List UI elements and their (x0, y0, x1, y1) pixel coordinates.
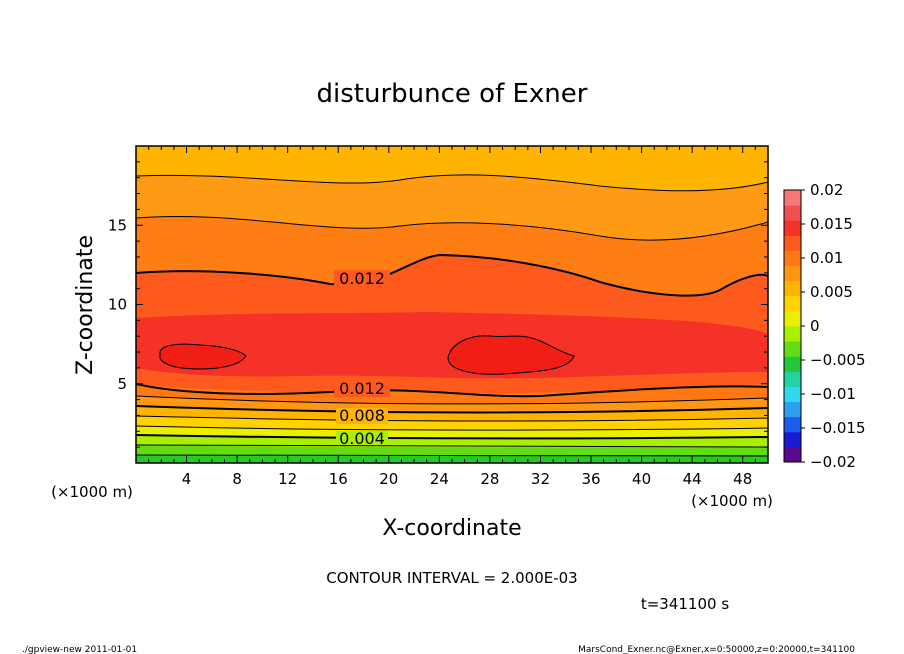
contour-label-bg (334, 380, 390, 397)
contour-label: 0.012 (339, 269, 385, 288)
maximum-left (159, 343, 247, 370)
colorbar-swatch (784, 446, 801, 463)
maximum-right (447, 335, 575, 375)
y-axis: 5 10 15 (108, 145, 768, 464)
colorbar: 0.02 0.015 0.01 0.005 0 −0.005 −0.01 −0.015 −0.0… (783, 181, 866, 471)
y-tick-label: 10 (108, 296, 127, 314)
colorbar-tick-label: −0.015 (810, 419, 866, 437)
colorbar-tick-label: −0.02 (810, 453, 856, 471)
y-tick-label: 15 (108, 216, 127, 234)
x-tick-label: 44 (683, 470, 702, 488)
contour-thin-4 (136, 415, 768, 422)
x-unit-right: (×1000 m) (691, 492, 773, 510)
colorbar-tick-label: 0 (810, 317, 820, 335)
colorbar-tick-label: 0.02 (810, 181, 843, 199)
contour-interval: CONTOUR INTERVAL = 2.000E-03 (326, 569, 577, 587)
contour-label: 0.012 (339, 379, 385, 398)
x-tick-label: 36 (581, 470, 600, 488)
contour-thin-3 (136, 395, 768, 405)
footer-left: ./gpview-new 2011-01-01 (22, 645, 137, 654)
x-tick-label: 12 (278, 470, 297, 488)
band-0p014 (136, 312, 768, 379)
colorbar-swatch (784, 341, 801, 357)
contour-label: 0.008 (339, 406, 385, 425)
colorbar-swatch (784, 386, 801, 403)
contour-0p004 (136, 434, 768, 440)
colorbar-swatch (784, 356, 801, 372)
colorbar-swatch (784, 326, 801, 342)
x-tick-label: 32 (531, 470, 550, 488)
contour-label-bg (336, 408, 388, 424)
colorbar-tick-label: 0.005 (810, 283, 853, 301)
colorbar-swatch (784, 371, 801, 387)
x-tick-label: 48 (733, 470, 752, 488)
colorbar-swatch (784, 431, 801, 448)
x-tick-label: 28 (480, 470, 499, 488)
colorbar-tick-label: −0.005 (810, 351, 866, 369)
y-axis-label: Z-coordinate (73, 235, 98, 375)
y-tick-label: 5 (117, 375, 127, 393)
colorbar-tick-label: 0.015 (810, 215, 853, 233)
time-label: t=341100 s (641, 595, 729, 613)
x-tick-label: 24 (430, 470, 449, 488)
band-0p008 (136, 406, 768, 422)
chart-title: disturbunce of Exner (317, 79, 588, 109)
contour-label-bg (336, 431, 388, 445)
x-tick-label: 16 (329, 470, 348, 488)
band-upper-light (136, 146, 768, 191)
colorbar-swatch (784, 280, 801, 297)
colorbar-swatch (784, 401, 801, 418)
contour-label: 0.004 (339, 429, 385, 448)
x-tick-label: 4 (182, 470, 192, 488)
plot-area: 0.012 0.012 0.008 0.004 (136, 146, 768, 463)
contour-thin-1 (136, 215, 768, 241)
colorbar-swatch (784, 310, 801, 327)
x-unit-left: (×1000 m) (51, 483, 133, 501)
colorbar-swatch (784, 205, 801, 221)
contour-0p012-upper (136, 253, 768, 297)
footer-right: MarsCond_Exner.nc@Exner,x=0:50000,z=0:20… (578, 645, 855, 654)
x-tick-label: 8 (232, 470, 242, 488)
x-axis: 4 8 12 16 20 24 28 32 36 40 44 48 (135, 146, 769, 488)
colorbar-swatch (784, 250, 801, 267)
colorbar-swatch (784, 235, 801, 251)
contour-label-bg (334, 270, 390, 287)
band-0p002 (136, 445, 768, 456)
colorbar-swatch (784, 295, 801, 312)
colorbar-tick-label: −0.01 (810, 385, 856, 403)
colorbar-swatch (784, 190, 801, 206)
colorbar-swatch (784, 416, 801, 433)
colorbar-swatch (784, 220, 801, 236)
colorbar-swatch (784, 265, 801, 282)
contour-0p008 (136, 405, 768, 414)
contour-thin-7 (136, 454, 768, 457)
contour-0p012-lower (136, 383, 768, 398)
contour-thin-2 (136, 174, 768, 192)
contour-thin-5 (136, 425, 768, 431)
x-tick-label: 40 (632, 470, 651, 488)
colorbar-tick-label: 0.01 (810, 249, 843, 267)
x-axis-label: X-coordinate (382, 516, 521, 541)
x-tick-label: 20 (379, 470, 398, 488)
